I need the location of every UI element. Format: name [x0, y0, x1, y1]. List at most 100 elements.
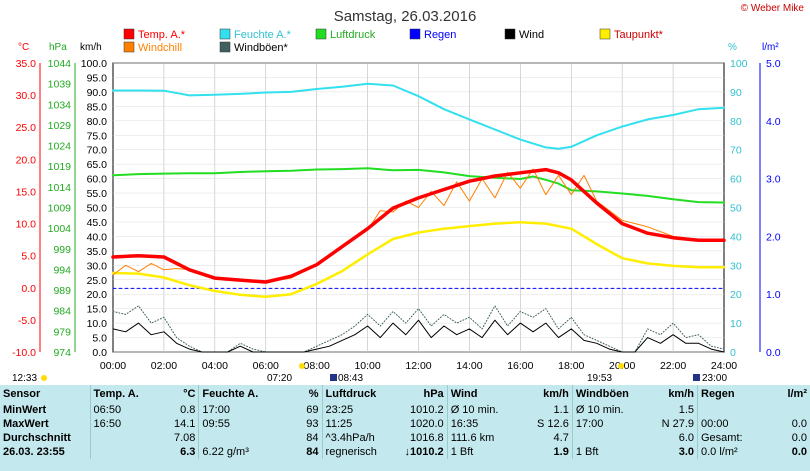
weather-chart: Samstag, 26.03.2016 © Weber Mike °C hPa …	[12, 3, 804, 384]
table-cell: ↓1010.2	[404, 446, 444, 458]
temp-tick-label: 25.0	[16, 122, 37, 134]
x-tick-label: 12:00	[405, 360, 431, 372]
x-tick-label: 00:00	[100, 360, 126, 372]
col-header-pressure-unit: hPa	[423, 388, 444, 400]
table-cell: MinWert	[3, 404, 47, 416]
legend-label: Luftdruck	[330, 29, 376, 41]
x-tick-label: 08:00	[304, 360, 330, 372]
humidity-tick-label: 40	[730, 231, 742, 243]
legend-label: Temp. A.*	[138, 29, 186, 41]
col-header-pressure: Luftdruck	[321, 385, 390, 403]
col-header-wind-unit: km/h	[543, 388, 569, 400]
moonrise-time: 08:43	[338, 373, 363, 384]
wind-tick-label: 20.0	[87, 289, 108, 301]
temp-axis-unit: °C	[18, 42, 29, 53]
pressure-tick-label: 1009	[48, 203, 72, 215]
wind-tick-label: 35.0	[87, 246, 108, 258]
series-feuchtea-line	[112, 82, 725, 150]
wind-tick-label: 85.0	[87, 101, 108, 113]
rain-tick-label: 2.0	[766, 231, 781, 243]
pressure-tick-label: 1034	[48, 99, 72, 111]
table-cell: 1 Bft	[446, 445, 526, 459]
table-cell	[571, 431, 651, 445]
table-cell: 26.03. 23:55	[3, 446, 65, 458]
pressure-tick-label: 994	[53, 264, 71, 276]
table-header-row: Sensor Temp. A. °C Feuchte A. % Luftdruc…	[0, 385, 810, 403]
table-cell: 0.0 l/m²	[697, 445, 766, 459]
legend-swatch	[219, 41, 231, 53]
wind-tick-label: 100.0	[81, 58, 107, 70]
pressure-tick-label: 1014	[48, 182, 72, 194]
y-axes: 35.0 30.0 25.0 20.0 15.0 10.0 5.0 0.0 -5.0 -10.0 1…	[12, 58, 781, 359]
temp-tick-label: 35.0	[16, 58, 37, 70]
table-cell: 111.6 km	[446, 431, 526, 445]
x-tick-label: 24:00	[711, 360, 737, 372]
table-row: Durchschnitt 7.08 84 ^3.4hPa/h 1016.8 11…	[0, 431, 810, 445]
wind-tick-label: 90.0	[87, 87, 108, 99]
legend-swatch	[219, 28, 231, 40]
table-row: MaxWert 16:50 14.1 09:55 93 11:25 1020.0…	[0, 417, 810, 431]
table-cell: regnerisch	[321, 445, 390, 459]
table-cell	[697, 403, 766, 417]
rain-tick-label: 5.0	[766, 58, 781, 70]
col-header-gusts: Windböen	[571, 385, 651, 403]
table-cell: Durchschnitt	[3, 432, 71, 444]
table-cell: 3.0	[678, 446, 694, 458]
table-cell: 09:55	[198, 417, 277, 431]
rain-tick-label: 0.0	[766, 347, 781, 359]
legend-swatch	[409, 28, 421, 40]
temp-tick-label: -5.0	[18, 315, 36, 327]
wind-tick-label: 55.0	[87, 188, 108, 200]
legend-swatch	[315, 28, 327, 40]
table-cell: Gesamt:	[697, 431, 766, 445]
x-tick-label: 14:00	[456, 360, 482, 372]
table-cell	[765, 403, 810, 417]
wind-tick-label: 5.0	[92, 333, 107, 345]
table-row: MinWert 06:50 0.8 17:00 69 23:25 1010.2 …	[0, 403, 810, 417]
wind-tick-label: 45.0	[87, 217, 108, 229]
pressure-tick-label: 1029	[48, 120, 72, 132]
pressure-axis-unit: hPa	[49, 42, 67, 53]
col-header-wind: Wind	[446, 385, 526, 403]
series-layer	[111, 82, 726, 353]
wind-tick-label: 25.0	[87, 275, 108, 287]
table-cell: Ø 10 min.	[446, 403, 526, 417]
humidity-tick-label: 90	[730, 87, 742, 99]
table-cell: 6.0	[678, 432, 694, 444]
x-tick-label: 10:00	[354, 360, 380, 372]
humidity-tick-label: 50	[730, 203, 742, 215]
table-cell: ^3.4hPa/h	[321, 431, 390, 445]
sensor-summary-table: Sensor Temp. A. °C Feuchte A. % Luftdruc…	[0, 385, 810, 471]
table-cell: 17:00	[198, 403, 277, 417]
rain-tick-label: 3.0	[766, 174, 781, 186]
table-cell: 1 Bft	[571, 445, 651, 459]
temp-tick-label: 10.0	[16, 219, 37, 231]
x-tick-label: 04:00	[202, 360, 228, 372]
pressure-tick-label: 1024	[48, 141, 72, 153]
table-cell: 84	[306, 446, 319, 458]
table-cell: MaxWert	[3, 418, 49, 430]
legend-label: Feuchte A.*	[234, 29, 292, 41]
table-cell: 23:25	[321, 403, 390, 417]
wind-tick-label: 0.0	[92, 347, 107, 359]
moonrise-icon	[330, 374, 337, 381]
humidity-tick-label: 30	[730, 260, 742, 272]
table-cell	[198, 431, 277, 445]
pressure-tick-label: 974	[53, 347, 71, 359]
table-cell: 1016.8	[410, 432, 444, 444]
col-header-gusts-unit: km/h	[668, 388, 694, 400]
humidity-tick-label: 20	[730, 289, 742, 301]
table-cell: 69	[306, 404, 319, 416]
wind-tick-label: 75.0	[87, 130, 108, 142]
wind-tick-label: 60.0	[87, 174, 108, 186]
x-tick-label: 16:00	[507, 360, 533, 372]
table-cell: 16:50	[89, 417, 154, 431]
pressure-tick-label: 979	[53, 326, 71, 338]
humidity-tick-label: 100	[730, 58, 748, 70]
table-cell: 7.08	[174, 432, 196, 444]
table-cell: 6.3	[180, 446, 196, 458]
temp-tick-label: 20.0	[16, 154, 37, 166]
table-cell: 1010.2	[410, 404, 444, 416]
table-cell: 0.0	[791, 418, 807, 430]
table-row: 26.03. 23:55 6.3 6.22 g/m³ 84 regnerisch…	[0, 445, 810, 459]
